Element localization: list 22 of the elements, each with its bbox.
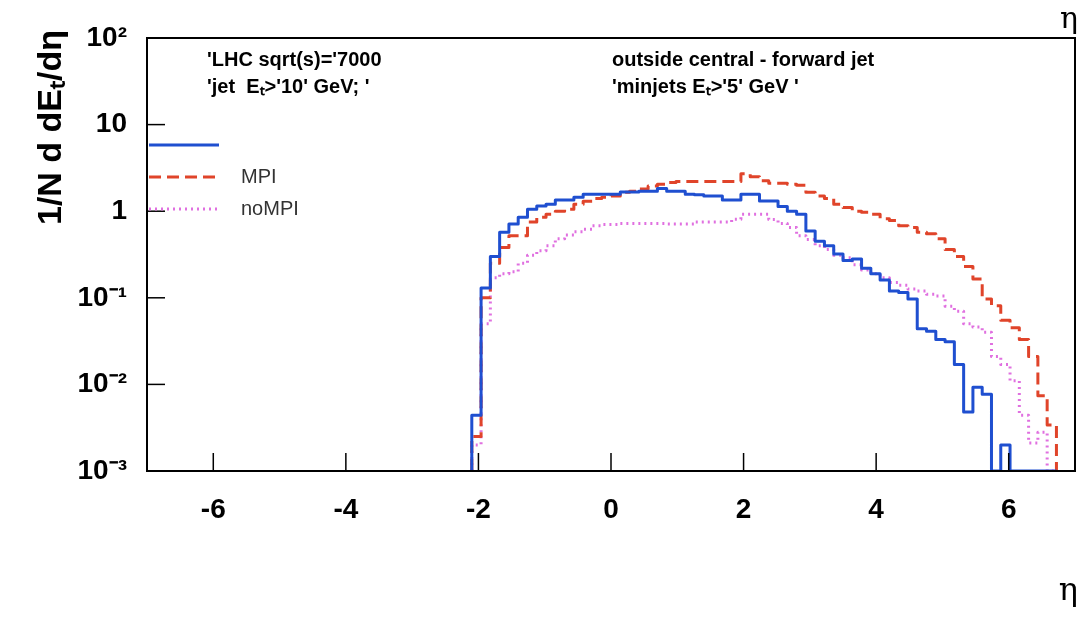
x-axis-title: η — [1058, 570, 1078, 608]
text: η — [1060, 0, 1078, 35]
x-tick-label: 0 — [603, 492, 619, 524]
x-tick-label: 4 — [868, 492, 885, 524]
x-tick-label: 6 — [1000, 492, 1017, 524]
x-tick-label: 2 — [735, 492, 752, 524]
y-tick-label: 10² — [86, 20, 127, 52]
annotation: 'minjets Eₜ>'5' GeV ' — [612, 74, 799, 97]
y-tick-label: 1 — [111, 193, 127, 225]
legend-label: noMPI — [241, 196, 299, 219]
x-tick-label: -4 — [333, 492, 359, 524]
legend-label: MPI — [241, 164, 277, 187]
y-tick-label: 10⁻¹ — [77, 280, 127, 312]
annotation: 'LHC sqrt(s)='7000 — [207, 47, 382, 70]
y-tick-label: 10 — [95, 107, 127, 139]
annotation: outside central - forward jet — [612, 47, 875, 70]
annotation: 'jet Eₜ>'10' GeV; ' — [207, 74, 370, 97]
y-axis-title: 1/N d dEₜ/dη — [30, 30, 69, 225]
y-tick-label: 10⁻² — [77, 367, 127, 399]
x-tick-label: -2 — [465, 492, 491, 524]
y-tick-label: 10⁻³ — [77, 453, 127, 485]
x-tick-label: -6 — [200, 492, 226, 524]
